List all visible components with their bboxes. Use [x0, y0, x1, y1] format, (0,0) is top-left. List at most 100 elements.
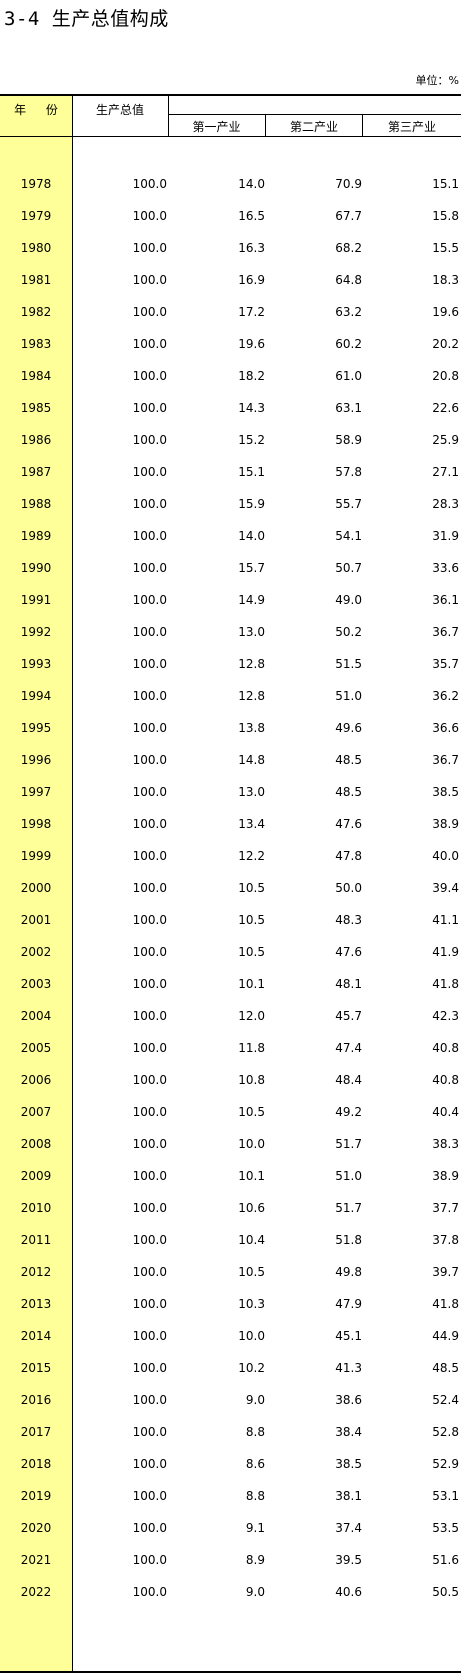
- row-tertiary: 40.8: [432, 1073, 459, 1087]
- row-year: 2015: [20, 1361, 52, 1375]
- header-primary-industry: 第一产业: [168, 114, 266, 137]
- row-secondary: 47.9: [335, 1297, 362, 1311]
- row-tertiary: 38.9: [432, 817, 459, 831]
- row-secondary: 47.8: [335, 849, 362, 863]
- table-row: 1999 100.0 12.2 47.8 40.0: [0, 840, 461, 872]
- table-row: 1988 100.0 15.9 55.7 28.3: [0, 488, 461, 520]
- row-secondary: 57.8: [335, 465, 362, 479]
- row-tertiary: 48.5: [432, 1361, 459, 1375]
- row-primary: 12.8: [238, 689, 265, 703]
- row-gdp: 100.0: [132, 945, 167, 959]
- row-tertiary: 36.2: [432, 689, 459, 703]
- row-secondary: 38.1: [335, 1489, 362, 1503]
- table-row: 2007 100.0 10.5 49.2 40.4: [0, 1096, 461, 1128]
- table-row: 2002 100.0 10.5 47.6 41.9: [0, 936, 461, 968]
- header-year: 年 份: [0, 96, 72, 136]
- row-primary: 12.2: [238, 849, 265, 863]
- table-row: 2012 100.0 10.5 49.8 39.7: [0, 1256, 461, 1288]
- row-gdp: 100.0: [132, 369, 167, 383]
- table-row: 1981 100.0 16.9 64.8 18.3: [0, 264, 461, 296]
- row-year: 1980: [20, 241, 52, 255]
- row-year: 2004: [20, 1009, 52, 1023]
- row-tertiary: 40.8: [432, 1041, 459, 1055]
- row-tertiary: 38.5: [432, 785, 459, 799]
- row-gdp: 100.0: [132, 561, 167, 575]
- row-primary: 14.9: [238, 593, 265, 607]
- row-gdp: 100.0: [132, 1425, 167, 1439]
- data-table: 年 份 生产总值 第一产业 第二产业 第三产业 1978 100.0 14.0 70.…: [0, 94, 461, 1673]
- table-row: 1995 100.0 13.8 49.6 36.6: [0, 712, 461, 744]
- row-tertiary: 25.9: [432, 433, 459, 447]
- row-primary: 10.5: [238, 945, 265, 959]
- row-tertiary: 52.9: [432, 1457, 459, 1471]
- row-year: 2020: [20, 1521, 52, 1535]
- row-year: 1993: [20, 657, 52, 671]
- row-tertiary: 36.7: [432, 753, 459, 767]
- table-row: 2005 100.0 11.8 47.4 40.8: [0, 1032, 461, 1064]
- row-gdp: 100.0: [132, 881, 167, 895]
- row-gdp: 100.0: [132, 753, 167, 767]
- row-tertiary: 40.4: [432, 1105, 459, 1119]
- row-year: 1994: [20, 689, 52, 703]
- table-row: 2015 100.0 10.2 41.3 48.5: [0, 1352, 461, 1384]
- row-year: 1989: [20, 529, 52, 543]
- row-primary: 15.1: [238, 465, 265, 479]
- row-primary: 8.8: [245, 1489, 265, 1503]
- page-title: 3-4 生产总值构成: [4, 8, 169, 30]
- row-primary: 14.8: [238, 753, 265, 767]
- row-tertiary: 52.4: [432, 1393, 459, 1407]
- table-row: 2013 100.0 10.3 47.9 41.8: [0, 1288, 461, 1320]
- row-primary: 10.1: [238, 1169, 265, 1183]
- row-year: 2000: [20, 881, 52, 895]
- row-secondary: 37.4: [335, 1521, 362, 1535]
- header-secondary-industry: 第二产业: [266, 114, 363, 137]
- row-primary: 8.8: [245, 1425, 265, 1439]
- row-secondary: 49.6: [335, 721, 362, 735]
- table-row: 1982 100.0 17.2 63.2 19.6: [0, 296, 461, 328]
- row-gdp: 100.0: [132, 337, 167, 351]
- row-secondary: 40.6: [335, 1585, 362, 1599]
- row-year: 1978: [20, 177, 52, 191]
- row-secondary: 68.2: [335, 241, 362, 255]
- row-tertiary: 52.8: [432, 1425, 459, 1439]
- row-gdp: 100.0: [132, 1297, 167, 1311]
- row-secondary: 38.5: [335, 1457, 362, 1471]
- row-primary: 15.2: [238, 433, 265, 447]
- row-secondary: 48.4: [335, 1073, 362, 1087]
- row-gdp: 100.0: [132, 721, 167, 735]
- row-tertiary: 39.7: [432, 1265, 459, 1279]
- row-tertiary: 37.8: [432, 1233, 459, 1247]
- row-year: 1979: [20, 209, 52, 223]
- row-tertiary: 40.0: [432, 849, 459, 863]
- row-secondary: 48.5: [335, 785, 362, 799]
- row-tertiary: 33.6: [432, 561, 459, 575]
- row-gdp: 100.0: [132, 1265, 167, 1279]
- row-primary: 16.3: [238, 241, 265, 255]
- table-row: 1993 100.0 12.8 51.5 35.7: [0, 648, 461, 680]
- row-secondary: 54.1: [335, 529, 362, 543]
- table-row: 1991 100.0 14.9 49.0 36.1: [0, 584, 461, 616]
- row-year: 1982: [20, 305, 52, 319]
- header-tertiary-industry: 第三产业: [363, 114, 461, 137]
- row-gdp: 100.0: [132, 1329, 167, 1343]
- row-year: 2007: [20, 1105, 52, 1119]
- table-row: 2017 100.0 8.8 38.4 52.8: [0, 1416, 461, 1448]
- row-tertiary: 38.3: [432, 1137, 459, 1151]
- table-body: 1978 100.0 14.0 70.9 15.1 1979 100.0 16.5 67.7 15…: [0, 168, 461, 1608]
- table-row: 2011 100.0 10.4 51.8 37.8: [0, 1224, 461, 1256]
- table-header: 年 份 生产总值 第一产业 第二产业 第三产业: [0, 96, 461, 137]
- row-gdp: 100.0: [132, 1233, 167, 1247]
- row-primary: 14.3: [238, 401, 265, 415]
- table-row: 2014 100.0 10.0 45.1 44.9: [0, 1320, 461, 1352]
- row-tertiary: 18.3: [432, 273, 459, 287]
- row-tertiary: 53.1: [432, 1489, 459, 1503]
- table-top-rule: [0, 94, 461, 96]
- row-secondary: 51.0: [335, 1169, 362, 1183]
- table-row: 1992 100.0 13.0 50.2 36.7: [0, 616, 461, 648]
- row-gdp: 100.0: [132, 913, 167, 927]
- table-row: 2004 100.0 12.0 45.7 42.3: [0, 1000, 461, 1032]
- row-tertiary: 41.9: [432, 945, 459, 959]
- table-row: 1985 100.0 14.3 63.1 22.6: [0, 392, 461, 424]
- row-tertiary: 41.8: [432, 977, 459, 991]
- row-year: 2011: [20, 1233, 52, 1247]
